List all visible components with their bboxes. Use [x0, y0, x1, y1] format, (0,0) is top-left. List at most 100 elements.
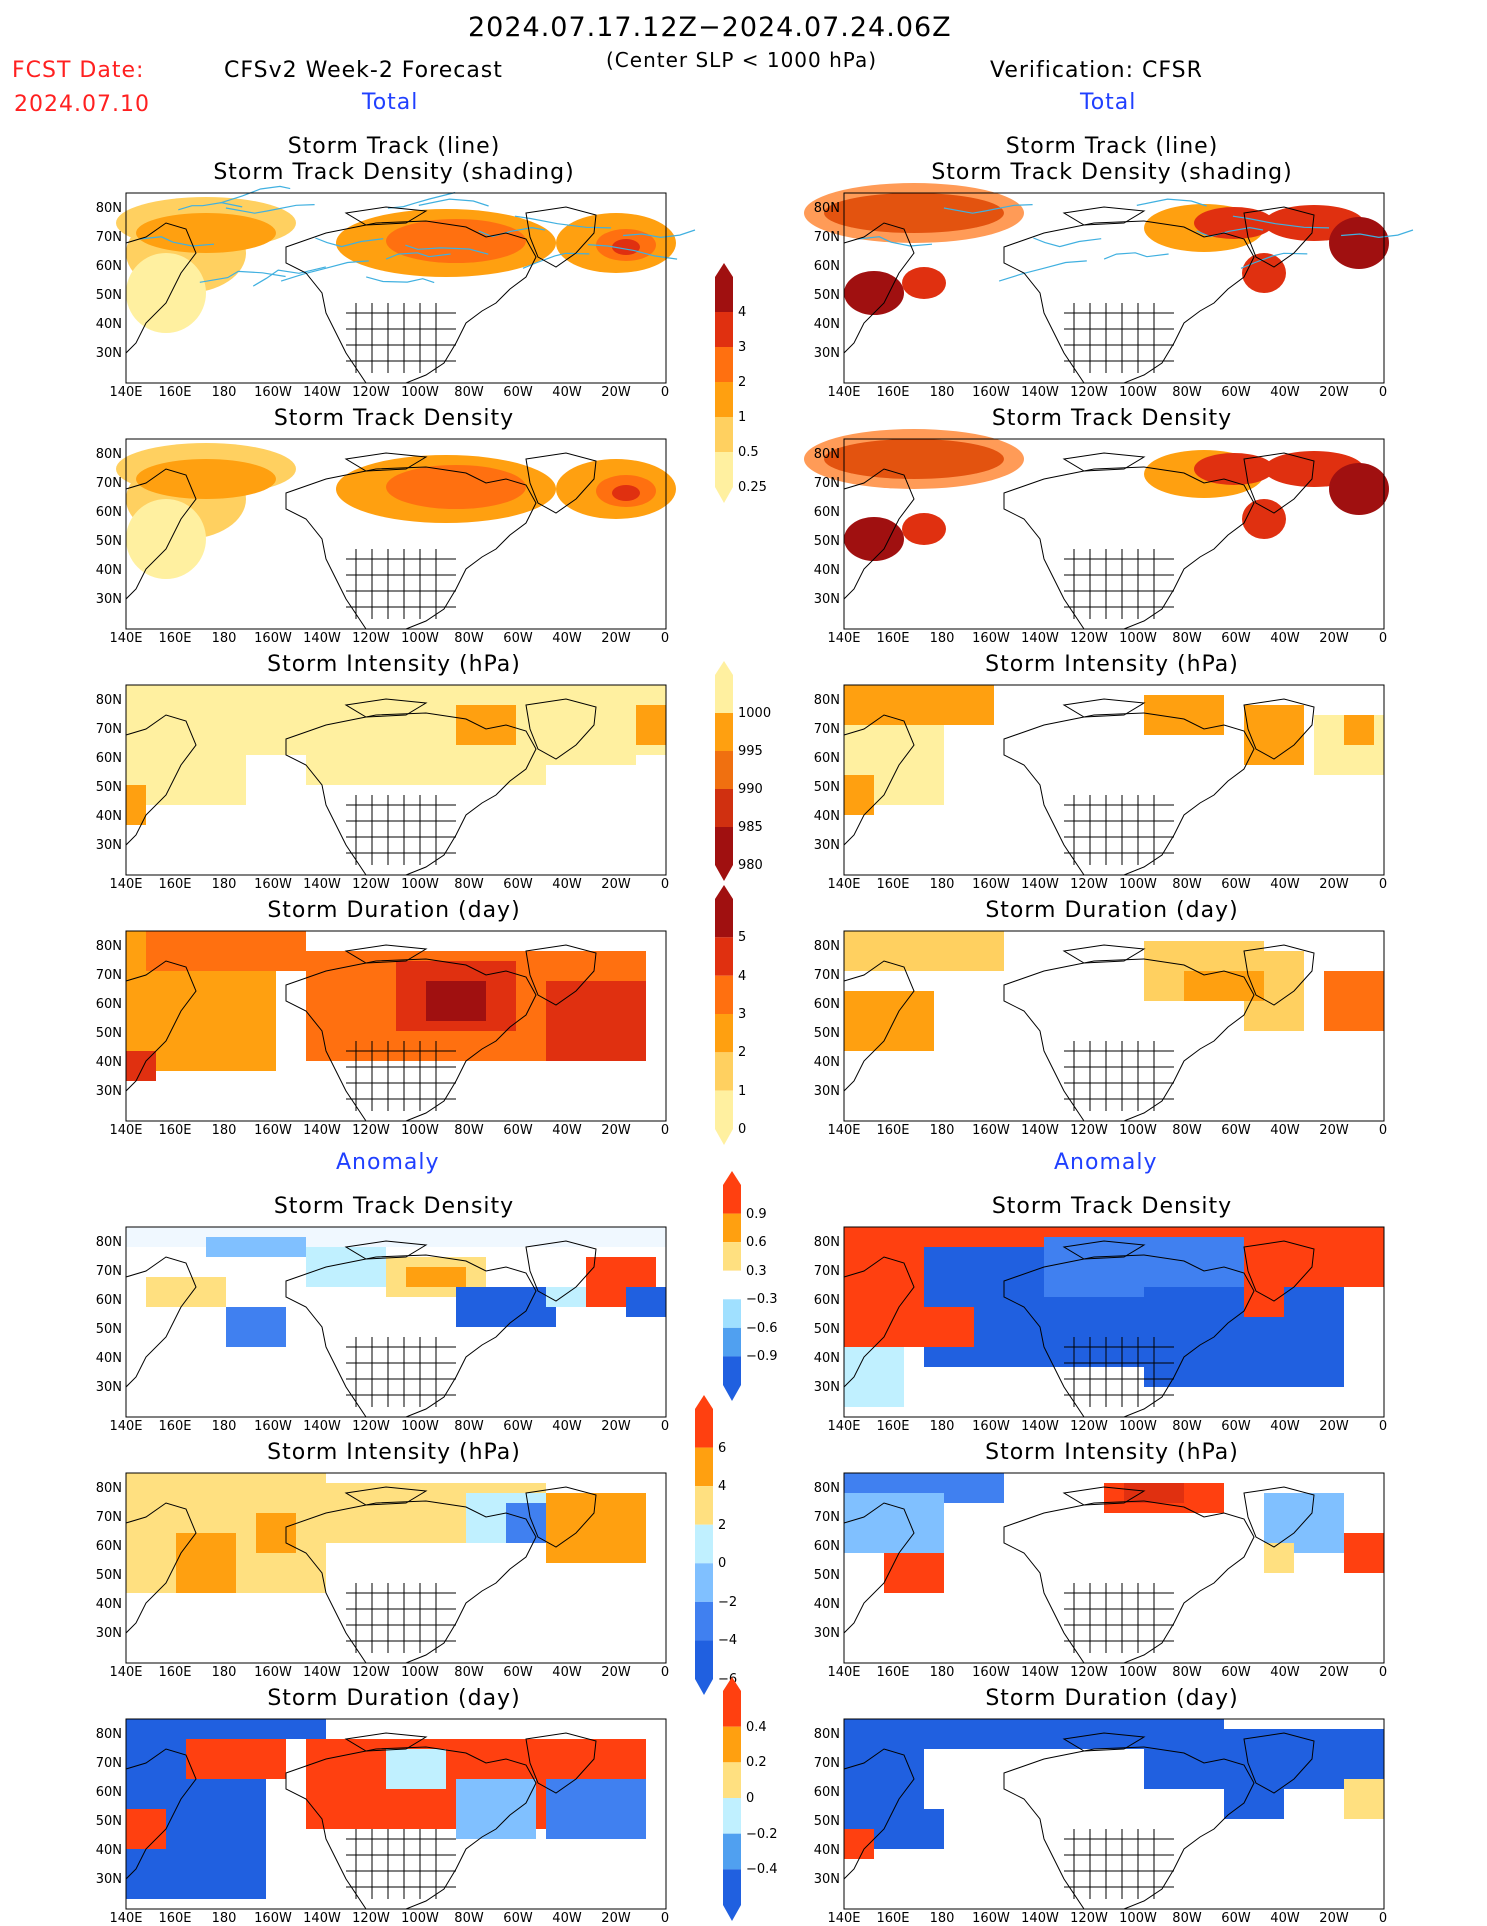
lat-label: 80N	[813, 201, 840, 216]
lon-label: 180	[211, 877, 237, 892]
arctic-islands-coast	[344, 698, 428, 718]
lon-label: 60W	[1221, 385, 1251, 400]
lat-label: 40N	[813, 1055, 840, 1070]
colorbar-label: 4	[738, 968, 747, 984]
colorbar-swatch	[695, 1409, 713, 1448]
lat-label: 40N	[95, 1351, 122, 1366]
greenland-coast	[1243, 698, 1315, 760]
storm-track-line	[225, 204, 315, 214]
lon-label: 160E	[876, 1665, 910, 1680]
lon-label: 120W	[1070, 1911, 1108, 1926]
lon-label: 160E	[876, 1123, 910, 1138]
north-america-coast	[285, 1500, 537, 1664]
lon-label: 160W	[972, 631, 1010, 646]
shaded-cell	[1264, 1543, 1294, 1573]
lon-label: 180	[211, 1419, 237, 1434]
lat-label: 50N	[95, 288, 122, 303]
lon-label: 100W	[401, 1123, 439, 1138]
colorbar-label: 0.4	[746, 1719, 767, 1735]
map-panel-duration-left: 80N 70N 60N 50N 40N 30N 140E 160E 180 160W 140W 120…	[96, 930, 669, 1138]
colorbar-density_total: 4 3 2 1 0.5 0.25	[714, 262, 767, 508]
colorbar-swatch	[723, 1691, 741, 1727]
lat-label: 60N	[95, 505, 122, 520]
title-density-right: Storm Track Density	[991, 406, 1233, 431]
lat-label: 30N	[813, 1872, 840, 1887]
colorbar-swatch	[715, 312, 733, 347]
map-panel-intensity-left: 80N 70N 60N 50N 40N 30N 140E 160E 180 160W 140W 120…	[96, 684, 669, 892]
storm-track-line	[1033, 237, 1102, 248]
storm-track-line	[943, 204, 1033, 214]
lon-label: 160W	[254, 877, 292, 892]
title-duration-right: Storm Duration (day)	[985, 898, 1239, 923]
shaded-region	[136, 213, 276, 253]
shaded-region	[612, 485, 640, 501]
lat-label: 40N	[95, 1055, 122, 1070]
lon-label: 20W	[601, 1419, 631, 1434]
lat-label: 60N	[95, 259, 122, 274]
lon-label: 40W	[552, 385, 582, 400]
shaded-cell	[146, 931, 306, 971]
lon-label: 160E	[876, 631, 910, 646]
lon-label: 60W	[503, 1123, 533, 1138]
colorbar-duration_anom: 0.4 0.2 0 −0.2 −0.4	[722, 1676, 778, 1926]
shaded-cell	[1344, 1779, 1384, 1819]
colorbar-label: −0.4	[746, 1862, 778, 1878]
map-panel-duration-anom-left: 80N 70N 60N 50N 40N 30N 140E 160E 180 160W 140W 120…	[96, 1718, 669, 1926]
title-track-shading-left: Storm Track Density (shading)	[213, 160, 575, 185]
lon-label: 20W	[1319, 1911, 1349, 1926]
shaded-cell	[1184, 971, 1264, 1001]
shaded-region	[1242, 499, 1286, 539]
lon-label: 180	[929, 1911, 955, 1926]
lon-label: 100W	[401, 1665, 439, 1680]
shaded-region	[386, 465, 526, 509]
lat-label: 40N	[813, 1351, 840, 1366]
lon-label: 140W	[303, 1123, 341, 1138]
map-svg-duration-right	[843, 930, 1385, 1122]
lat-label: 70N	[813, 230, 840, 245]
shaded-cell	[426, 981, 486, 1021]
lon-label: 120W	[1070, 877, 1108, 892]
colorbar-label: 1000	[738, 706, 772, 721]
lon-label: 0	[660, 1419, 670, 1434]
storm-track-line	[178, 201, 243, 211]
lat-label: 40N	[813, 809, 840, 824]
map-svg-intensity-anom-right	[843, 1472, 1385, 1664]
lon-label: 140W	[303, 877, 341, 892]
shaded-region	[902, 513, 946, 545]
north-america-coast	[285, 958, 537, 1122]
lon-label: 40W	[552, 1911, 582, 1926]
lon-label: 100W	[401, 631, 439, 646]
lat-label: 30N	[95, 1084, 122, 1099]
colorbar-label: 3	[738, 340, 747, 355]
lon-label: 0	[660, 385, 670, 400]
shaded-region	[386, 219, 526, 263]
lon-label: 140W	[303, 1665, 341, 1680]
storm-track-line	[998, 260, 1087, 282]
lon-label: 20W	[1319, 1665, 1349, 1680]
lon-label: 140E	[827, 631, 861, 646]
shaded-cell	[206, 1237, 306, 1257]
lat-label: 40N	[813, 1843, 840, 1858]
lat-label: 70N	[95, 968, 122, 983]
lon-label: 180	[929, 631, 955, 646]
lon-label: 160E	[876, 877, 910, 892]
north-america-coast	[285, 712, 537, 876]
asia-coast	[843, 1256, 915, 1389]
colorbar-label: 6	[718, 1440, 727, 1456]
lon-label: 40W	[552, 631, 582, 646]
north-america-coast	[285, 220, 537, 384]
lat-label: 60N	[95, 1293, 122, 1308]
lon-label: 60W	[503, 631, 533, 646]
colorbar-label: −2	[718, 1594, 738, 1610]
lon-label: 140W	[303, 385, 341, 400]
shaded-cell	[306, 1247, 386, 1287]
lat-label: 50N	[813, 288, 840, 303]
lon-label: 20W	[1319, 385, 1349, 400]
lon-label: 60W	[503, 1419, 533, 1434]
storm-track-line	[418, 198, 489, 207]
greenland-coast	[525, 698, 597, 760]
greenland-coast	[525, 1732, 597, 1794]
lon-label: 100W	[1119, 1665, 1157, 1680]
shaded-cell	[626, 1287, 666, 1317]
colorbar-swatch	[695, 1486, 713, 1525]
